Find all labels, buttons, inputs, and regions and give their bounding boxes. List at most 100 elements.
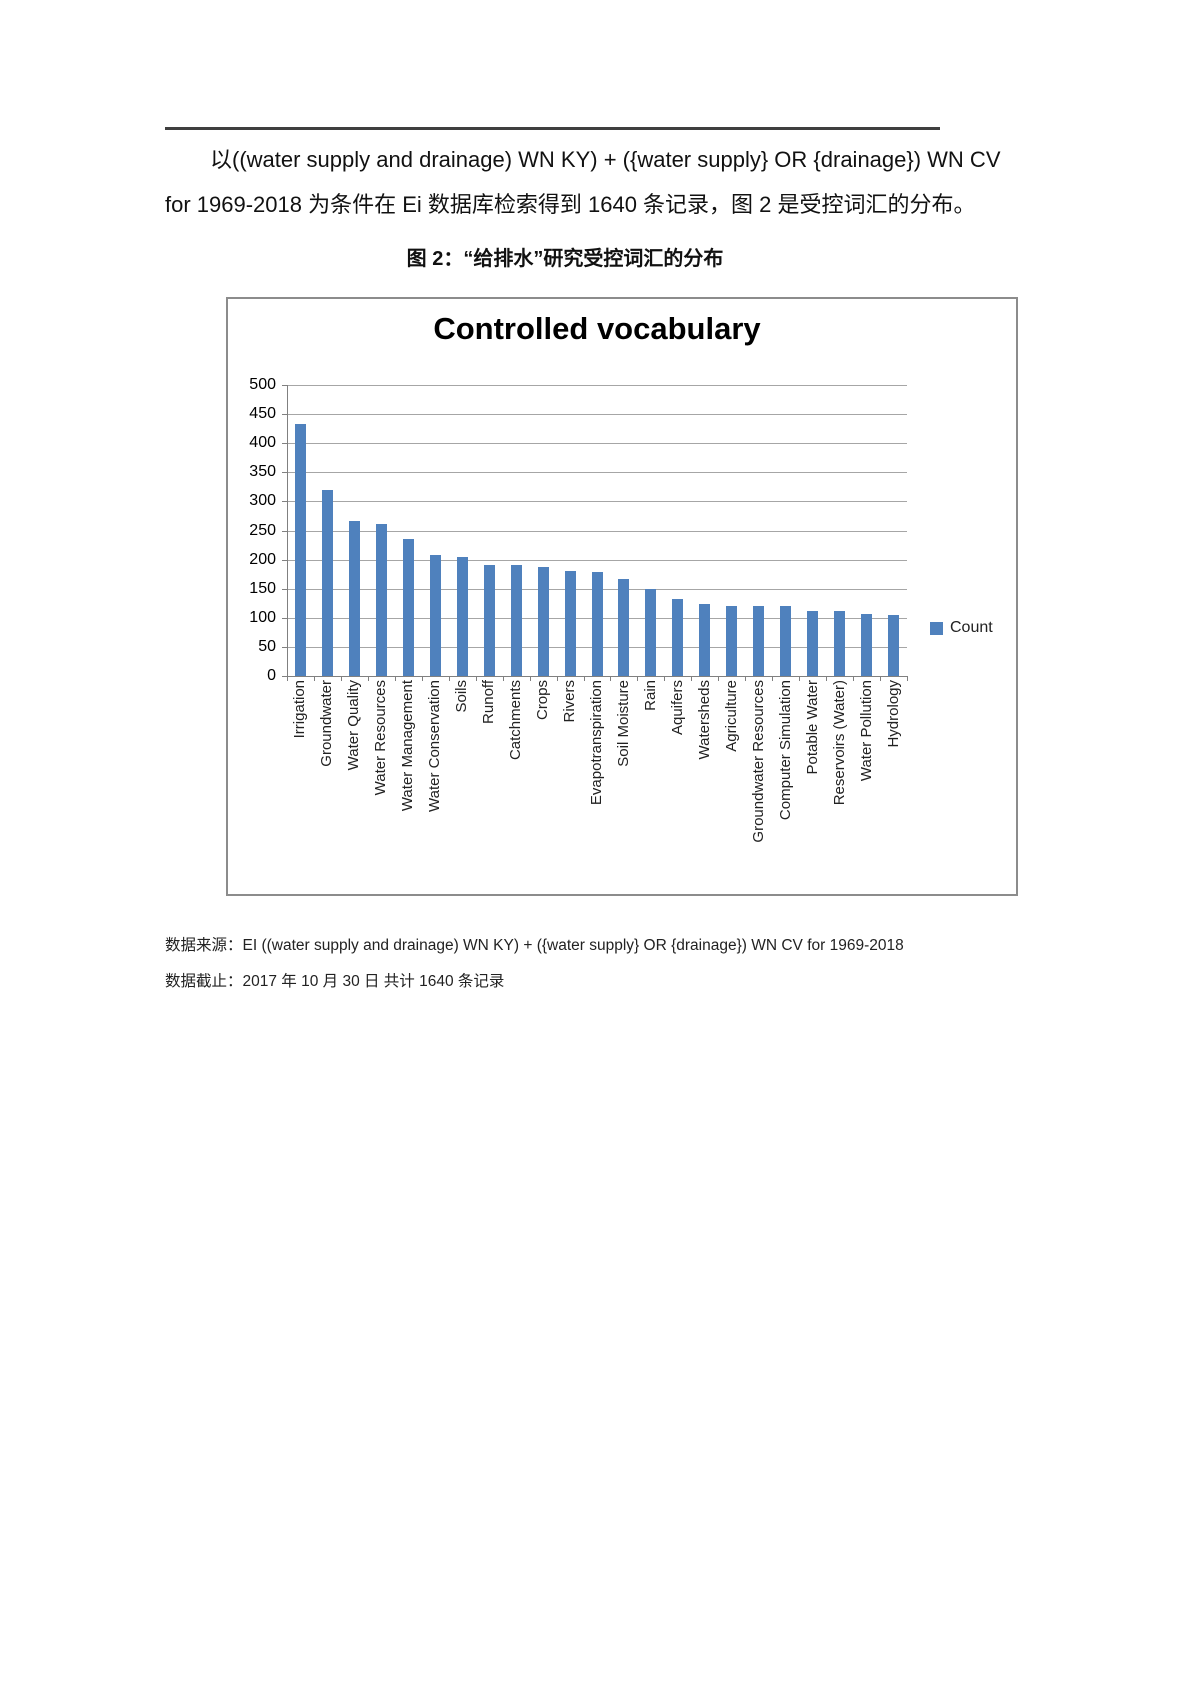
gridline	[287, 443, 907, 445]
y-axis-tick-label: 0	[267, 667, 276, 684]
y-axis-tick-label: 50	[258, 637, 276, 655]
x-axis-tick	[610, 676, 612, 681]
y-axis-tick-label: 300	[249, 492, 276, 510]
x-axis-tick	[475, 676, 477, 681]
x-axis-label-text: Crops	[534, 680, 552, 721]
bar	[753, 605, 765, 676]
y-axis-tick	[282, 443, 287, 445]
x-axis-label-text: Water Resources	[372, 680, 390, 796]
x-axis-line	[287, 676, 907, 677]
x-axis-label-text: Water Quality	[345, 680, 363, 771]
y-axis-tick-label: 500	[249, 376, 276, 393]
x-axis-tick	[745, 676, 747, 681]
gridline	[287, 414, 907, 416]
x-axis-tick	[287, 676, 288, 681]
bar	[537, 567, 549, 676]
gridline	[287, 559, 907, 561]
y-axis-tick	[282, 559, 287, 561]
legend-label: Count	[950, 619, 993, 636]
legend: Count	[930, 619, 993, 637]
x-axis-label-text: Water Conservation	[426, 680, 444, 812]
x-axis-tick	[367, 676, 369, 681]
x-axis-tick	[340, 676, 342, 681]
x-axis-label-text: Agriculture	[722, 680, 740, 752]
chart: Controlled vocabulary Count 500 450 400 350…	[226, 297, 1018, 896]
x-axis-tick	[799, 676, 801, 681]
bar	[834, 611, 846, 676]
legend-swatch	[930, 621, 943, 635]
x-axis-label-text: Runoff	[480, 680, 498, 724]
horizontal-rule	[165, 127, 940, 130]
x-axis-tick	[664, 676, 666, 681]
y-axis-tick-label: 350	[249, 463, 276, 481]
chart-title: Controlled vocabulary	[433, 311, 761, 346]
bar	[807, 610, 819, 676]
bar	[591, 571, 603, 676]
x-axis-label-text: Water Pollution	[857, 680, 875, 782]
y-axis-tick	[282, 501, 287, 503]
bar	[483, 564, 495, 676]
y-axis-tick-label: 400	[249, 434, 276, 452]
x-axis-tick	[556, 676, 558, 681]
x-axis-label-text: Reservoirs (Water)	[830, 680, 848, 806]
x-axis-tick	[529, 676, 531, 681]
x-axis-tick	[853, 676, 855, 681]
bar	[564, 570, 576, 676]
y-axis-tick-label: 450	[249, 405, 276, 423]
y-axis-tick	[282, 414, 287, 416]
gridline	[287, 501, 907, 503]
gridline	[287, 530, 907, 532]
y-axis-tick	[282, 385, 287, 386]
bar	[402, 538, 414, 676]
source-line-1: 数据来源：EI ((water supply and drainage) WN …	[165, 937, 904, 954]
x-axis-label-text: Rivers	[561, 680, 579, 723]
x-axis-tick	[394, 676, 396, 681]
bar	[321, 489, 333, 676]
x-axis-label-text: Catchments	[507, 680, 525, 761]
bar	[510, 564, 522, 676]
x-axis-tick	[448, 676, 450, 681]
gridline	[287, 472, 907, 474]
x-axis-tick	[880, 676, 882, 681]
x-axis-label-text: Rain	[641, 680, 659, 711]
bar	[348, 521, 360, 676]
bar	[888, 614, 900, 676]
x-axis-tick	[826, 676, 828, 681]
y-axis-tick	[282, 530, 287, 532]
paragraph-line-1: 以((water supply and drainage) WN KY) + (…	[210, 147, 1001, 172]
x-axis-tick	[691, 676, 693, 681]
y-axis-tick	[282, 646, 287, 648]
x-axis-label-text: Computer Simulation	[776, 680, 794, 821]
x-axis-tick	[583, 676, 585, 681]
x-axis-label-text: Groundwater Resources	[749, 680, 767, 843]
bar	[456, 556, 468, 676]
y-axis-tick	[282, 472, 287, 474]
x-axis-tick	[907, 676, 908, 681]
x-axis-tick	[421, 676, 423, 681]
x-axis-tick	[502, 676, 504, 681]
x-axis-label-text: Water Management	[399, 680, 417, 812]
x-axis-tick	[772, 676, 774, 681]
x-axis-label-text: Evapotranspiration	[588, 680, 605, 806]
y-axis-tick	[282, 617, 287, 619]
bar	[429, 554, 441, 676]
y-axis-tick	[282, 676, 287, 677]
y-axis-tick-label: 150	[249, 579, 276, 597]
x-axis-label-text: Soil Moisture	[614, 680, 632, 767]
gridline	[287, 385, 907, 386]
x-axis-label-text: Hydrology	[884, 680, 902, 748]
bar	[726, 605, 738, 676]
bar	[375, 524, 387, 676]
bar	[672, 599, 684, 676]
x-axis-label-text: Irrigation	[291, 680, 309, 739]
x-axis-label-text: Potable Water	[803, 680, 821, 775]
x-axis-label-text: Aquifers	[668, 680, 686, 736]
bar	[699, 603, 711, 676]
bar	[645, 589, 657, 676]
y-axis-tick	[282, 588, 287, 590]
y-axis-line	[287, 385, 288, 676]
y-axis-tick-label: 250	[249, 521, 276, 539]
bar	[618, 578, 630, 676]
source-line-2: 数据截止：2017 年 10 月 30 日 共计 1640 条记录	[165, 973, 505, 990]
bar	[861, 613, 873, 676]
